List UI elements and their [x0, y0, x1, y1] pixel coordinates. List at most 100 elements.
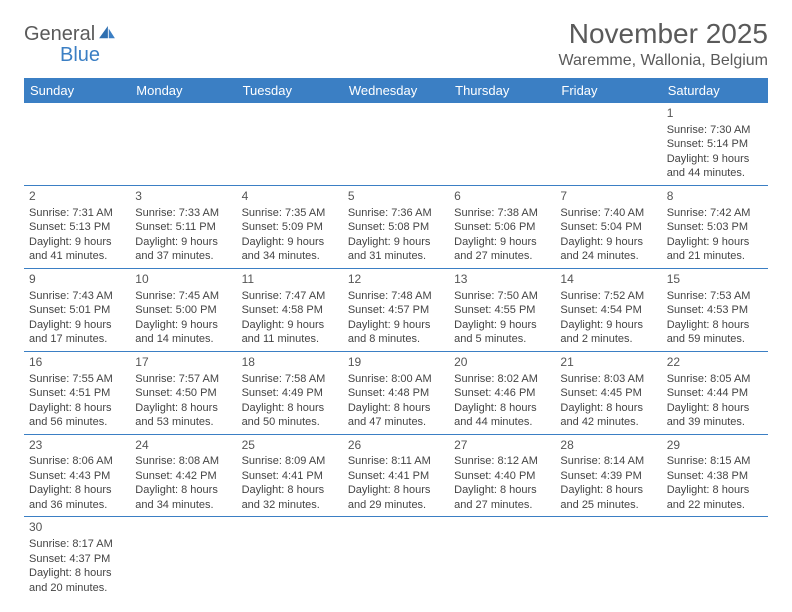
daylight-text-2: and 44 minutes. [667, 166, 763, 181]
week-row: 16Sunrise: 7:55 AMSunset: 4:51 PMDayligh… [24, 351, 768, 434]
calendar-table: Sunday Monday Tuesday Wednesday Thursday… [24, 78, 768, 599]
day-cell: 4Sunrise: 7:35 AMSunset: 5:09 PMDaylight… [237, 185, 343, 268]
sunrise-text: Sunrise: 8:03 AM [560, 372, 656, 387]
month-title: November 2025 [558, 18, 768, 50]
daylight-text-1: Daylight: 9 hours [454, 318, 550, 333]
daylight-text-1: Daylight: 8 hours [560, 483, 656, 498]
sunrise-text: Sunrise: 8:08 AM [135, 454, 231, 469]
day-cell: 22Sunrise: 8:05 AMSunset: 4:44 PMDayligh… [662, 351, 768, 434]
daylight-text-2: and 22 minutes. [667, 498, 763, 513]
sunset-text: Sunset: 4:38 PM [667, 469, 763, 484]
sunrise-text: Sunrise: 7:58 AM [242, 372, 338, 387]
day-number: 1 [667, 106, 763, 122]
day-cell: 7Sunrise: 7:40 AMSunset: 5:04 PMDaylight… [555, 185, 661, 268]
daylight-text-2: and 34 minutes. [242, 249, 338, 264]
daylight-text-1: Daylight: 8 hours [454, 483, 550, 498]
daylight-text-1: Daylight: 8 hours [667, 401, 763, 416]
day-number: 21 [560, 355, 656, 371]
daylight-text-1: Daylight: 9 hours [242, 318, 338, 333]
empty-cell [343, 517, 449, 599]
daylight-text-2: and 56 minutes. [29, 415, 125, 430]
sunset-text: Sunset: 5:14 PM [667, 137, 763, 152]
daylight-text-1: Daylight: 9 hours [560, 235, 656, 250]
daylight-text-1: Daylight: 8 hours [667, 318, 763, 333]
daylight-text-2: and 59 minutes. [667, 332, 763, 347]
day-cell: 19Sunrise: 8:00 AMSunset: 4:48 PMDayligh… [343, 351, 449, 434]
daylight-text-1: Daylight: 8 hours [667, 483, 763, 498]
daylight-text-1: Daylight: 9 hours [667, 152, 763, 167]
daylight-text-2: and 32 minutes. [242, 498, 338, 513]
sunrise-text: Sunrise: 7:33 AM [135, 206, 231, 221]
daylight-text-1: Daylight: 9 hours [454, 235, 550, 250]
day-number: 14 [560, 272, 656, 288]
daylight-text-2: and 31 minutes. [348, 249, 444, 264]
sail-icon [97, 24, 116, 45]
daylight-text-2: and 53 minutes. [135, 415, 231, 430]
day-cell: 6Sunrise: 7:38 AMSunset: 5:06 PMDaylight… [449, 185, 555, 268]
sunset-text: Sunset: 5:11 PM [135, 220, 231, 235]
sunset-text: Sunset: 4:54 PM [560, 303, 656, 318]
daylight-text-1: Daylight: 9 hours [667, 235, 763, 250]
brand-part2: Blue [60, 44, 100, 66]
empty-cell [343, 103, 449, 185]
sunrise-text: Sunrise: 7:47 AM [242, 289, 338, 304]
sunset-text: Sunset: 4:48 PM [348, 386, 444, 401]
dow-saturday: Saturday [662, 78, 768, 103]
sunrise-text: Sunrise: 7:50 AM [454, 289, 550, 304]
day-number: 13 [454, 272, 550, 288]
sunset-text: Sunset: 5:09 PM [242, 220, 338, 235]
sunrise-text: Sunrise: 8:11 AM [348, 454, 444, 469]
day-cell: 11Sunrise: 7:47 AMSunset: 4:58 PMDayligh… [237, 268, 343, 351]
week-row: 30Sunrise: 8:17 AMSunset: 4:37 PMDayligh… [24, 517, 768, 599]
daylight-text-2: and 11 minutes. [242, 332, 338, 347]
day-of-week-row: Sunday Monday Tuesday Wednesday Thursday… [24, 78, 768, 103]
sunset-text: Sunset: 4:50 PM [135, 386, 231, 401]
dow-thursday: Thursday [449, 78, 555, 103]
day-cell: 17Sunrise: 7:57 AMSunset: 4:50 PMDayligh… [130, 351, 236, 434]
title-block: November 2025 Waremme, Wallonia, Belgium [558, 18, 768, 70]
sunrise-text: Sunrise: 7:31 AM [29, 206, 125, 221]
day-cell: 26Sunrise: 8:11 AMSunset: 4:41 PMDayligh… [343, 434, 449, 517]
daylight-text-1: Daylight: 9 hours [29, 235, 125, 250]
sunset-text: Sunset: 5:03 PM [667, 220, 763, 235]
daylight-text-1: Daylight: 8 hours [135, 483, 231, 498]
day-cell: 30Sunrise: 8:17 AMSunset: 4:37 PMDayligh… [24, 517, 130, 599]
empty-cell [555, 517, 661, 599]
daylight-text-2: and 34 minutes. [135, 498, 231, 513]
daylight-text-1: Daylight: 9 hours [560, 318, 656, 333]
day-number: 24 [135, 438, 231, 454]
sunset-text: Sunset: 4:49 PM [242, 386, 338, 401]
day-cell: 1Sunrise: 7:30 AMSunset: 5:14 PMDaylight… [662, 103, 768, 185]
daylight-text-2: and 36 minutes. [29, 498, 125, 513]
day-cell: 13Sunrise: 7:50 AMSunset: 4:55 PMDayligh… [449, 268, 555, 351]
day-number: 11 [242, 272, 338, 288]
day-number: 28 [560, 438, 656, 454]
daylight-text-2: and 8 minutes. [348, 332, 444, 347]
sunrise-text: Sunrise: 7:55 AM [29, 372, 125, 387]
sunset-text: Sunset: 4:58 PM [242, 303, 338, 318]
daylight-text-1: Daylight: 8 hours [242, 401, 338, 416]
day-cell: 21Sunrise: 8:03 AMSunset: 4:45 PMDayligh… [555, 351, 661, 434]
day-number: 8 [667, 189, 763, 205]
day-cell: 10Sunrise: 7:45 AMSunset: 5:00 PMDayligh… [130, 268, 236, 351]
sunset-text: Sunset: 4:46 PM [454, 386, 550, 401]
day-cell: 29Sunrise: 8:15 AMSunset: 4:38 PMDayligh… [662, 434, 768, 517]
empty-cell [555, 103, 661, 185]
sunrise-text: Sunrise: 7:42 AM [667, 206, 763, 221]
sunrise-text: Sunrise: 8:15 AM [667, 454, 763, 469]
daylight-text-2: and 44 minutes. [454, 415, 550, 430]
day-number: 7 [560, 189, 656, 205]
daylight-text-1: Daylight: 9 hours [348, 235, 444, 250]
sunset-text: Sunset: 5:04 PM [560, 220, 656, 235]
day-cell: 3Sunrise: 7:33 AMSunset: 5:11 PMDaylight… [130, 185, 236, 268]
daylight-text-1: Daylight: 9 hours [135, 318, 231, 333]
sunrise-text: Sunrise: 7:57 AM [135, 372, 231, 387]
day-cell: 12Sunrise: 7:48 AMSunset: 4:57 PMDayligh… [343, 268, 449, 351]
daylight-text-1: Daylight: 8 hours [242, 483, 338, 498]
sunset-text: Sunset: 4:44 PM [667, 386, 763, 401]
empty-cell [449, 517, 555, 599]
daylight-text-1: Daylight: 8 hours [348, 401, 444, 416]
daylight-text-1: Daylight: 9 hours [242, 235, 338, 250]
sunrise-text: Sunrise: 7:35 AM [242, 206, 338, 221]
day-number: 26 [348, 438, 444, 454]
